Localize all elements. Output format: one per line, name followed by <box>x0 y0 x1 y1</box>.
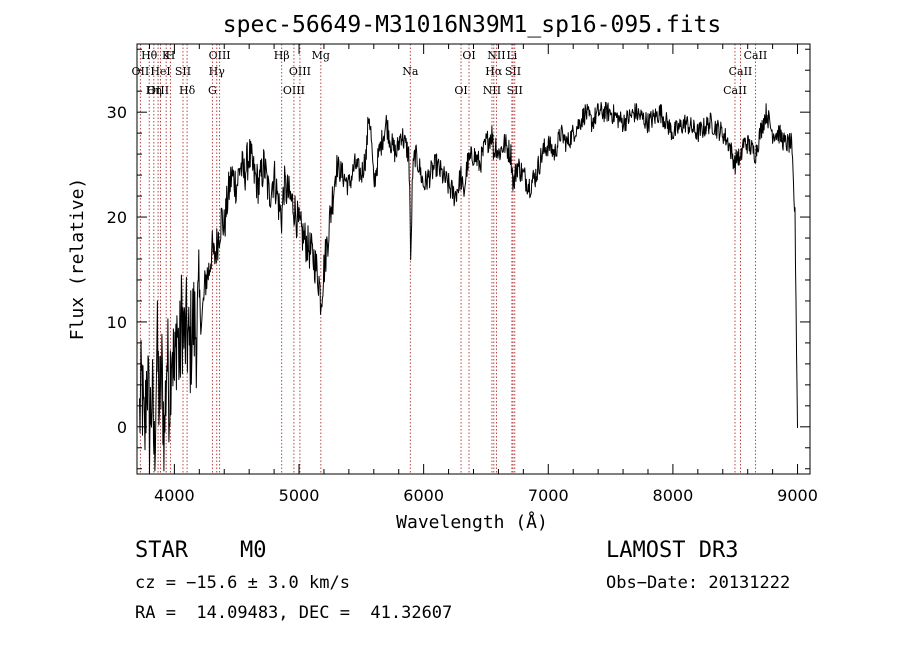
y-axis-label: Flux (relative) <box>67 178 88 341</box>
coordinates-readout: RA = 14.09483, DEC = 41.32607 <box>135 603 453 623</box>
line-marker-label: OI <box>454 84 467 97</box>
line-marker-label: Li <box>506 49 517 62</box>
line-marker-label: Hη <box>146 84 162 97</box>
x-tick-label: 5000 <box>279 486 320 505</box>
line-marker-label: Mg <box>312 49 330 62</box>
line-marker-label: CaII <box>744 49 768 62</box>
y-tick-label: 30 <box>107 103 127 122</box>
axes-group: 4000 5000 6000 7000 8000 9000 0 10 20 30 <box>107 44 818 505</box>
y-tick-label: 10 <box>107 313 127 332</box>
line-marker-label: Hβ <box>274 49 290 62</box>
line-marker-label: Na <box>402 65 419 78</box>
y-tick-label: 0 <box>117 418 127 437</box>
x-tick-label: 6000 <box>403 486 444 505</box>
line-marker-label: NII <box>487 49 505 62</box>
line-marker-label: OIII <box>209 49 231 62</box>
line-marker-label: OIII <box>283 84 305 97</box>
line-marker-label: K <box>162 49 171 62</box>
line-marker-label: Hγ <box>209 65 226 78</box>
plot-frame <box>136 43 811 475</box>
series-group <box>139 101 798 472</box>
object-class: STAR <box>135 538 188 563</box>
x-tick-label: 9000 <box>777 486 818 505</box>
line-marker-label: OIII <box>147 84 169 97</box>
obs-date: Obs−Date: 20131222 <box>606 573 791 593</box>
line-marker-label: SII <box>505 65 521 78</box>
line-marker-label: OII <box>132 65 150 78</box>
line-marker-label: CaII <box>729 65 753 78</box>
line-marker-label: Hθ <box>141 49 158 62</box>
line-marker-label: Hδ <box>179 84 196 97</box>
spectrum-line <box>139 101 798 472</box>
line-marker-label: OI <box>462 49 475 62</box>
line-marker-label: OIII <box>289 65 311 78</box>
y-tick-label: 20 <box>107 208 127 227</box>
line-markers: HθOIIOIIIKHeIHηHSIIHδOIIIHγGHβOIIIOIIIMg… <box>132 44 768 474</box>
line-marker-label: CaII <box>723 84 747 97</box>
x-tick-label: 4000 <box>154 486 195 505</box>
x-axis-label: Wavelength (Å) <box>396 511 548 533</box>
line-marker-label: SII <box>507 84 523 97</box>
line-marker-label: H <box>166 49 176 62</box>
x-tick-label: 7000 <box>528 486 569 505</box>
line-marker-label: SII <box>175 65 191 78</box>
line-marker-label: Hα <box>485 65 503 78</box>
redshift-readout: cz = −15.6 ± 3.0 km/s <box>135 573 350 593</box>
object-subclass: M0 <box>240 538 267 563</box>
line-marker-label: G <box>208 84 217 97</box>
line-marker-label: NII <box>483 84 501 97</box>
survey-name: LAMOST DR3 <box>606 538 739 563</box>
x-tick-label: 8000 <box>653 486 694 505</box>
line-marker-label: HeI <box>150 65 170 78</box>
chart-title: spec-56649-M31016N39M1_sp16-095.fits <box>223 12 722 38</box>
